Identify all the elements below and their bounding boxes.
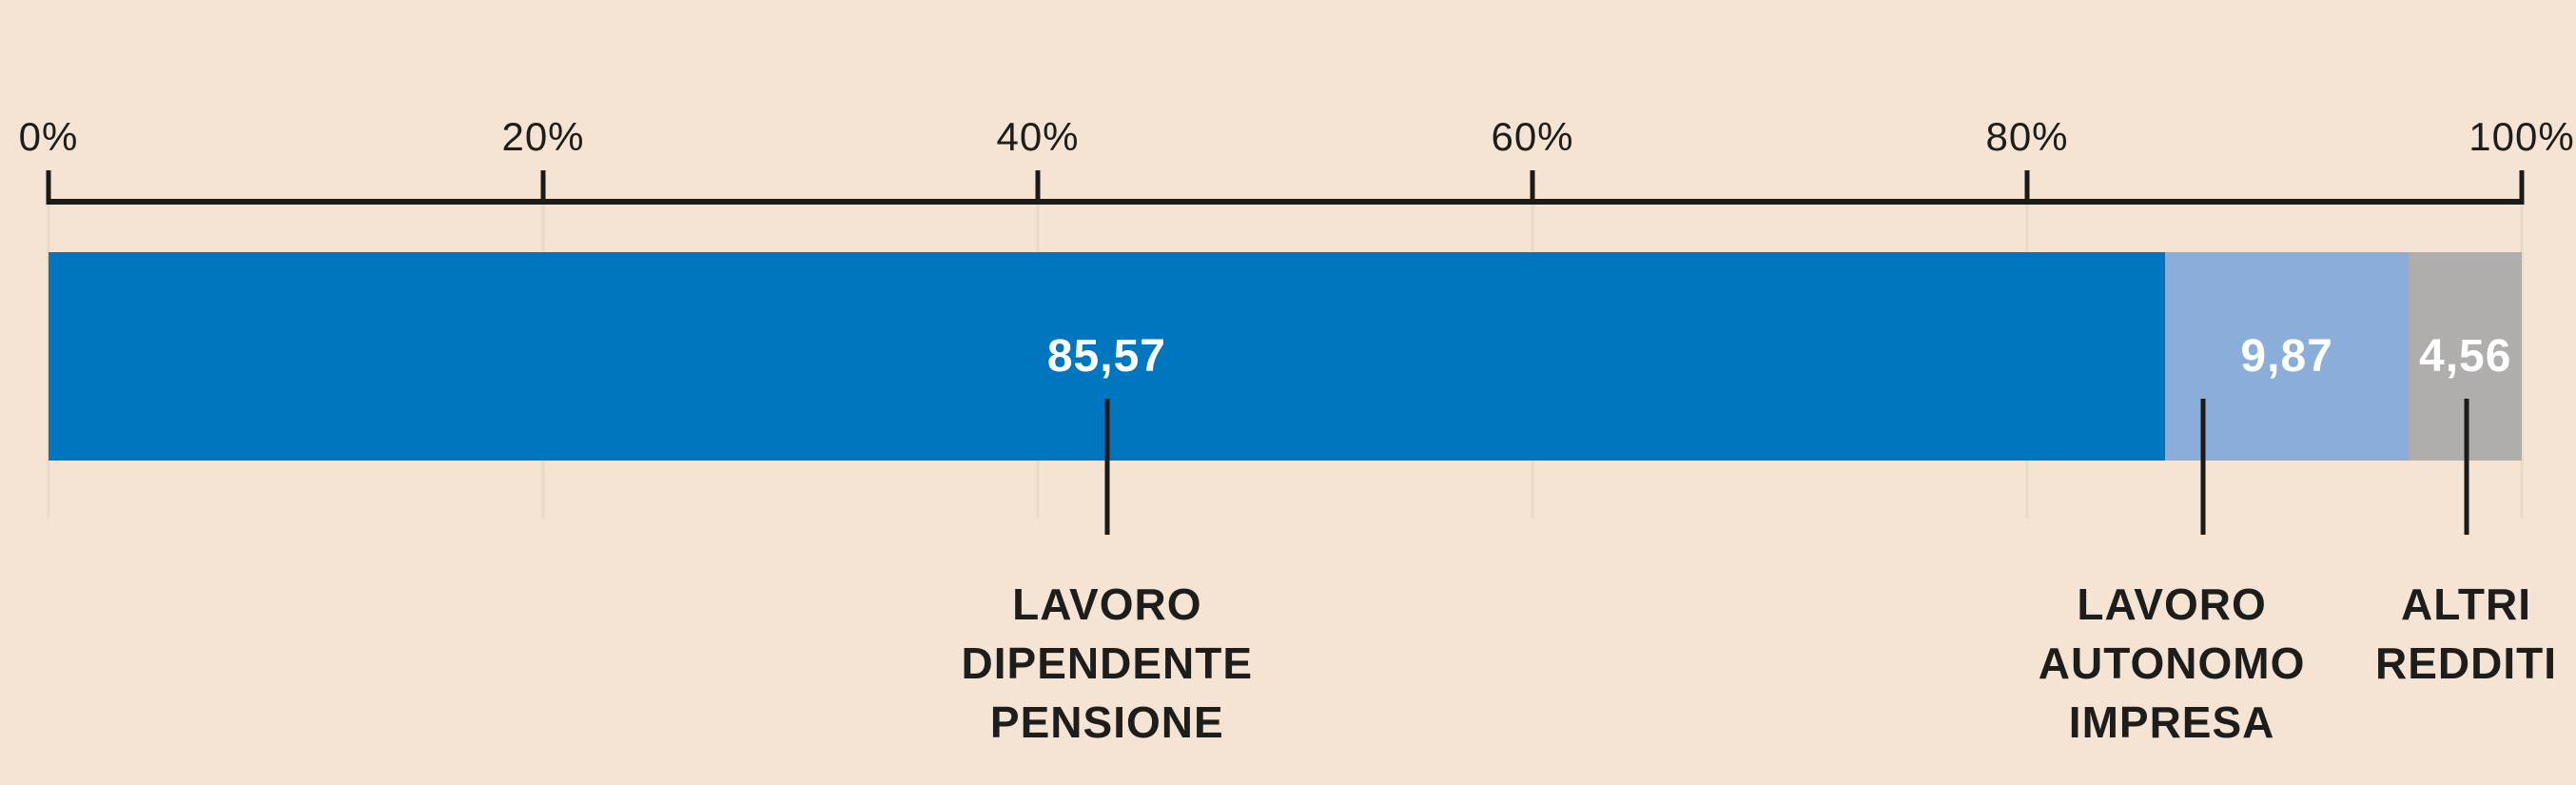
- category-label-line: ALTRI: [2400, 579, 2531, 629]
- category-label-line: AUTONOMO: [2038, 638, 2306, 688]
- axis-tick-mark-100: [2519, 170, 2525, 205]
- segment-value-label-1: 9,87: [2240, 331, 2333, 382]
- bar-segment-1: [2164, 252, 2410, 461]
- axis-tick-label-40: 40%: [996, 114, 1080, 159]
- category-label-line: DIPENDENTE: [961, 638, 1254, 688]
- axis-tick-label-100: 100%: [2469, 114, 2575, 159]
- segment-category-label-0: LAVORO DIPENDENTE PENSIONE: [962, 575, 1253, 752]
- segment-category-label-2: ALTRI REDDITI: [2375, 575, 2557, 693]
- axis-tick-mark-20: [540, 170, 546, 205]
- category-label-line: LAVORO: [1012, 579, 1202, 629]
- segment-category-label-1: LAVORO AUTONOMO IMPRESA: [2039, 575, 2306, 752]
- axis-tick-label-60: 60%: [1491, 114, 1574, 159]
- x-axis-line: [49, 199, 2522, 205]
- axis-tick-mark-80: [2024, 170, 2030, 205]
- axis-tick-label-0: 0%: [18, 114, 79, 159]
- leader-line-2: [2464, 399, 2469, 535]
- category-label-line: IMPRESA: [2068, 697, 2275, 747]
- axis-tick-label-80: 80%: [1985, 114, 2069, 159]
- axis-tick-mark-40: [1035, 170, 1041, 205]
- segment-value-label-2: 4,56: [2419, 331, 2512, 382]
- axis-tick-mark-60: [1530, 170, 1535, 205]
- axis-tick-mark-0: [46, 170, 51, 205]
- gridline-100: [2520, 205, 2524, 519]
- category-label-line: PENSIONE: [989, 697, 1224, 747]
- leader-line-1: [2200, 399, 2206, 535]
- category-label-line: REDDITI: [2375, 638, 2557, 688]
- stacked-bar: [49, 252, 2522, 461]
- leader-line-0: [1104, 399, 1110, 535]
- axis-tick-label-20: 20%: [501, 114, 585, 159]
- segment-value-label-0: 85,57: [1046, 331, 1166, 382]
- category-label-line: LAVORO: [2077, 579, 2267, 629]
